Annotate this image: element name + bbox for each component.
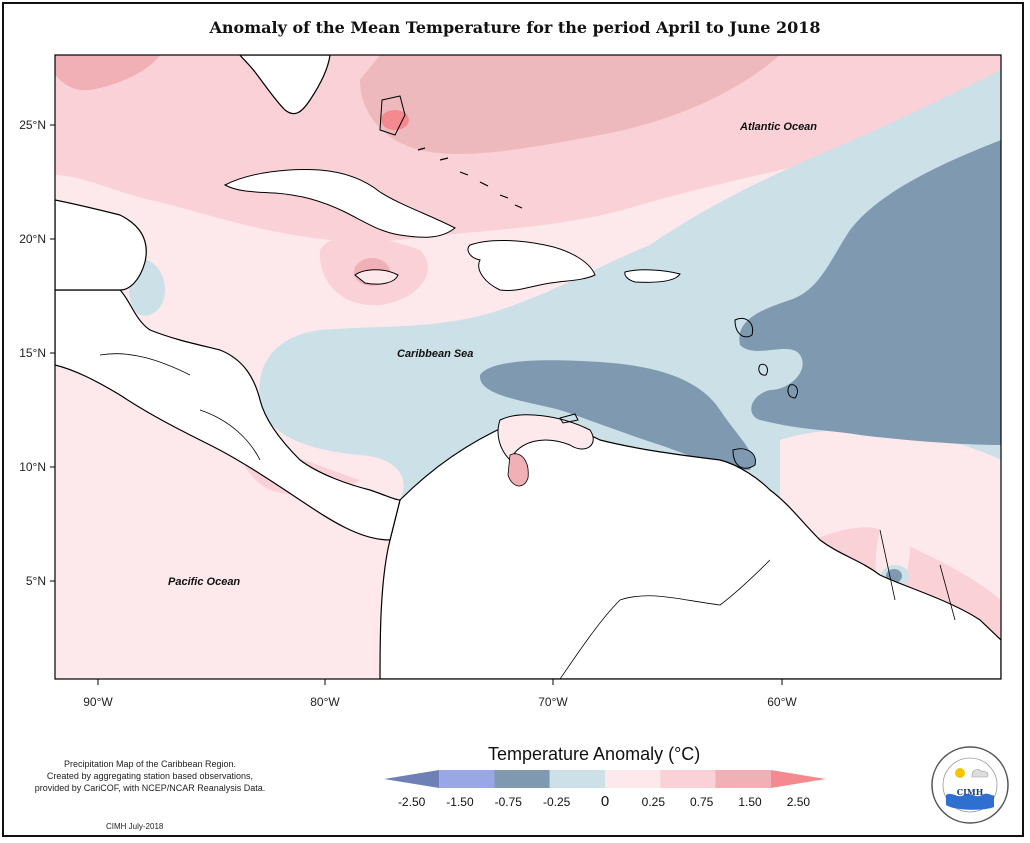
legend-break-label: -1.50 <box>446 795 474 809</box>
legend-break-label: 1.50 <box>738 795 762 809</box>
island-guadeloupe <box>734 317 754 338</box>
island-andros <box>379 95 406 136</box>
anomaly-steelblue-atlantic <box>739 140 1001 445</box>
note-line-2: Created by aggregating station based obs… <box>46 771 254 781</box>
legend-swatch <box>384 770 440 788</box>
legend-break-label: 0.75 <box>690 795 714 809</box>
anomaly-rose-north <box>360 55 780 155</box>
islands-bahamas-chain <box>417 147 523 209</box>
legend-break-label: 2.50 <box>787 795 811 809</box>
legend-swatch <box>660 770 716 788</box>
legend-break-labels: -2.50 -1.50 -0.75 -0.25 0 0.25 0.75 1.50 2.50 <box>398 793 810 810</box>
legend-break-label: -2.50 <box>398 795 426 809</box>
island-st-lucia <box>758 363 768 376</box>
land-florida <box>239 55 331 115</box>
legend-break-label: -0.75 <box>495 795 523 809</box>
legend-swatch <box>770 770 826 788</box>
anomaly-rose-nw <box>55 55 160 91</box>
lat-label: 20°N <box>19 232 46 246</box>
legend-swatch <box>494 770 550 788</box>
credit-text: CIMH July-2018 <box>106 822 164 831</box>
lon-label: 70°W <box>538 695 568 709</box>
legend-colorbar <box>384 770 826 788</box>
island-hispaniola <box>467 239 596 291</box>
cimh-logo <box>931 746 1009 824</box>
logo-label: CIMH <box>956 787 984 797</box>
lon-label: 60°W <box>767 695 797 709</box>
island-barbados <box>787 384 798 399</box>
lat-label: 25°N <box>19 118 46 132</box>
note-line-1: Precipitation Map of the Caribbean Regio… <box>63 759 237 769</box>
lon-label: 80°W <box>310 695 340 709</box>
country-borders <box>99 353 956 679</box>
legend-break-label: 0 <box>601 793 609 810</box>
legend-break-label: 0.25 <box>642 795 666 809</box>
note-line-3: provided by CariCOF, with NCEP/NCAR Rean… <box>34 783 266 793</box>
island-trinidad <box>732 448 756 469</box>
anomaly-field <box>55 55 1001 679</box>
legend-swatch <box>439 770 495 788</box>
land-venezuela-coast <box>497 414 594 461</box>
legend-break-label: -0.25 <box>543 795 571 809</box>
data-note: Precipitation Map of the Caribbean Regio… <box>8 758 292 794</box>
plot-frame <box>54 54 1002 680</box>
legend-title: Temperature Anomaly (°C) <box>488 744 701 764</box>
sun-icon <box>955 768 965 778</box>
lat-label: 10°N <box>19 460 46 474</box>
label-pacific-ocean: Pacific Ocean <box>168 576 240 588</box>
label-atlantic-ocean: Atlantic Ocean <box>739 121 817 133</box>
anomaly-steelblue-caribbean <box>479 360 753 470</box>
land-yucatan <box>55 199 147 291</box>
island-cuba <box>223 169 456 238</box>
island-curacao <box>559 413 579 424</box>
land-central-america <box>55 289 401 541</box>
legend-swatch <box>605 770 661 788</box>
legend-swatch <box>549 770 605 788</box>
island-jamaica <box>354 269 399 285</box>
lake-maracaibo <box>507 453 529 487</box>
lat-label: 15°N <box>19 346 46 360</box>
island-puerto-rico <box>624 269 681 283</box>
cloud-icon <box>971 769 989 778</box>
lat-ticks: 25°N 20°N 15°N 10°N 5°N <box>19 118 55 588</box>
lon-label: 90°W <box>83 695 113 709</box>
anomaly-hotspot-bahamas <box>381 110 409 130</box>
lon-ticks: 90°W 80°W 70°W 60°W <box>83 679 797 709</box>
wave-icon <box>946 793 994 810</box>
lat-label: 5°N <box>26 574 46 588</box>
label-caribbean-sea: Caribbean Sea <box>397 348 473 360</box>
map-title: Anomaly of the Mean Temperature for the … <box>209 18 821 37</box>
legend-swatch <box>715 770 771 788</box>
